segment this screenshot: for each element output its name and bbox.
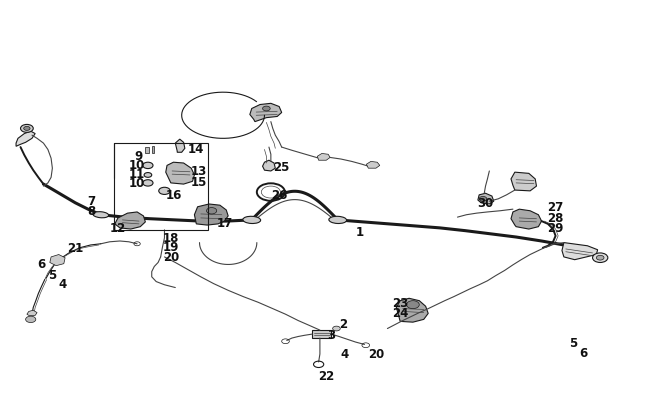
Text: 24: 24 — [392, 306, 408, 319]
Text: 4: 4 — [58, 277, 67, 290]
Ellipse shape — [329, 217, 346, 224]
Text: 22: 22 — [318, 369, 334, 382]
Circle shape — [596, 256, 604, 260]
Text: 27: 27 — [547, 201, 564, 214]
Polygon shape — [263, 161, 276, 172]
Text: 9: 9 — [135, 149, 143, 162]
Text: 18: 18 — [162, 231, 179, 244]
Text: 26: 26 — [271, 189, 287, 202]
Polygon shape — [50, 255, 65, 266]
Text: 12: 12 — [110, 222, 126, 235]
Text: 17: 17 — [216, 217, 233, 230]
Text: 11: 11 — [129, 167, 145, 180]
Polygon shape — [27, 311, 37, 315]
Polygon shape — [396, 298, 428, 322]
Circle shape — [479, 197, 487, 202]
Polygon shape — [312, 330, 332, 338]
Text: 23: 23 — [392, 296, 408, 309]
Text: 21: 21 — [67, 242, 83, 255]
Circle shape — [263, 107, 270, 112]
Bar — [114, 144, 208, 230]
Text: 29: 29 — [547, 222, 564, 235]
Text: 19: 19 — [162, 241, 179, 254]
Circle shape — [593, 253, 608, 263]
Text: 13: 13 — [190, 164, 207, 177]
Polygon shape — [562, 243, 597, 260]
Text: 6: 6 — [38, 258, 46, 271]
Text: 10: 10 — [129, 158, 145, 171]
Polygon shape — [176, 140, 185, 153]
Circle shape — [23, 127, 30, 131]
Polygon shape — [115, 212, 146, 230]
Circle shape — [144, 173, 151, 178]
Polygon shape — [367, 162, 380, 169]
Text: 20: 20 — [162, 251, 179, 264]
Circle shape — [21, 125, 33, 133]
Circle shape — [143, 163, 153, 169]
Text: 10: 10 — [129, 177, 145, 190]
Text: 5: 5 — [48, 268, 57, 281]
Text: 16: 16 — [165, 188, 181, 201]
Text: 30: 30 — [477, 197, 493, 210]
Polygon shape — [166, 163, 194, 185]
Polygon shape — [250, 104, 281, 122]
Circle shape — [143, 180, 153, 187]
Polygon shape — [511, 173, 536, 192]
Text: 25: 25 — [274, 161, 290, 174]
Circle shape — [25, 316, 36, 323]
Circle shape — [159, 188, 170, 195]
Text: 28: 28 — [547, 211, 564, 224]
Text: 6: 6 — [579, 346, 587, 359]
Circle shape — [333, 326, 341, 331]
Text: 1: 1 — [356, 226, 364, 239]
Polygon shape — [317, 154, 330, 161]
Polygon shape — [16, 132, 35, 147]
Text: 2: 2 — [339, 317, 347, 330]
Circle shape — [406, 301, 419, 309]
Circle shape — [207, 208, 216, 214]
Text: 3: 3 — [328, 328, 335, 341]
Text: 14: 14 — [188, 143, 205, 156]
Polygon shape — [478, 194, 494, 205]
Polygon shape — [511, 210, 541, 230]
Text: 4: 4 — [340, 347, 348, 360]
Ellipse shape — [93, 212, 109, 218]
Text: 8: 8 — [87, 205, 96, 218]
Ellipse shape — [243, 217, 261, 224]
Text: 15: 15 — [190, 175, 207, 188]
Polygon shape — [194, 205, 228, 226]
Text: 7: 7 — [87, 194, 96, 207]
Text: 20: 20 — [368, 347, 384, 360]
Text: 5: 5 — [569, 336, 578, 349]
Polygon shape — [146, 148, 150, 153]
Polygon shape — [151, 147, 154, 154]
